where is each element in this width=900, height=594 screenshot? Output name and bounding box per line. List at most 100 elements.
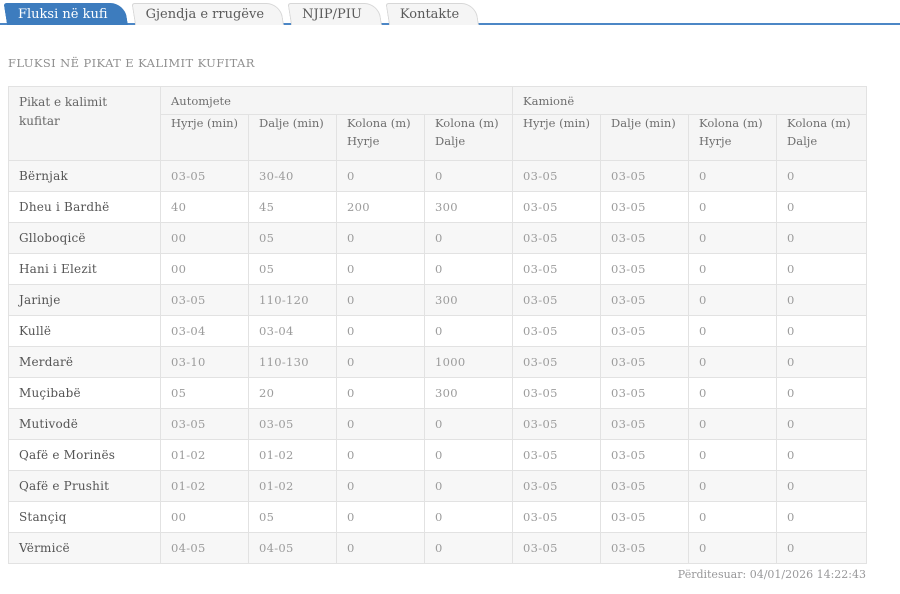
cell-kamione: 03-05	[512, 222, 602, 254]
col-header: Kolona (m) Dalje	[776, 114, 868, 161]
cell-automjete: 0	[336, 470, 425, 502]
table-row: Merdarë 03-10 110-130 0 1000 03-05 03-05 0 0	[8, 346, 868, 378]
page-title: FLUKSI NË PIKAT E KALIMIT KUFITAR	[8, 56, 255, 70]
corner-header: Pikat e kalimit kufitar	[8, 86, 161, 161]
table-row: Vërmicë 04-05 04-05 0 0 03-05 03-05 0 0	[8, 532, 868, 564]
table-row: Hani i Elezit 00 05 0 0 03-05 03-05 0 0	[8, 253, 868, 285]
col-header: Dalje (min)	[248, 114, 337, 161]
cell-automjete: 03-05	[160, 408, 249, 440]
cell-automjete: 05	[248, 222, 337, 254]
table-row: Qafë e Morinës 01-02 01-02 0 0 03-05 03-05 0 0	[8, 439, 868, 471]
cell-automjete: 300	[423, 377, 514, 409]
cell-automjete: 0	[423, 160, 514, 192]
cell-automjete: 05	[248, 501, 337, 533]
cell-kamione: 03-05	[512, 346, 602, 378]
cell-kamione: 03-05	[600, 470, 690, 502]
cell-automjete: 04-05	[248, 532, 337, 564]
row-label: Jarinje	[8, 284, 161, 316]
row-label: Kullë	[8, 315, 161, 347]
cell-kamione: 0	[776, 408, 868, 440]
cell-automjete: 300	[423, 191, 514, 223]
cell-kamione: 03-05	[512, 377, 602, 409]
cell-kamione: 0	[776, 222, 868, 254]
cell-kamione: 03-05	[600, 408, 690, 440]
cell-automjete: 04-05	[160, 532, 249, 564]
row-label: Glloboqicë	[8, 222, 161, 254]
col-header: Dalje (min)	[600, 114, 690, 161]
cell-kamione: 03-05	[600, 346, 690, 378]
cell-kamione: 0	[688, 439, 778, 471]
col-header: Kolona (m) Hyrje	[688, 114, 778, 161]
row-label: Dheu i Bardhë	[8, 191, 161, 223]
row-label: Hani i Elezit	[8, 253, 161, 285]
cell-automjete: 20	[248, 377, 337, 409]
row-label: Vërmicë	[8, 532, 161, 564]
tab-kontakte[interactable]: Kontakte	[389, 3, 479, 25]
table-body: Bërnjak 03-05 30-40 0 0 03-05 03-05 0 0 Dheu i Ba…	[8, 160, 868, 564]
cell-kamione: 0	[688, 346, 778, 378]
cell-kamione: 03-05	[600, 315, 690, 347]
group-header-kamione: Kamionë	[512, 86, 868, 115]
cell-kamione: 0	[688, 501, 778, 533]
cell-kamione: 03-05	[600, 253, 690, 285]
cell-automjete: 110-120	[248, 284, 337, 316]
cell-automjete: 0	[336, 408, 425, 440]
col-header: Kolona (m) Dalje	[423, 114, 514, 161]
cell-automjete: 05	[248, 253, 337, 285]
cell-automjete: 03-04	[248, 315, 337, 347]
table-row: Kullë 03-04 03-04 0 0 03-05 03-05 0 0	[8, 315, 868, 347]
cell-kamione: 0	[776, 315, 868, 347]
tab-label: Fluksi në kufi	[18, 7, 108, 22]
tab-fluksi-ne-kufi[interactable]: Fluksi në kufi	[7, 3, 128, 25]
tab-njip-piu[interactable]: NJIP/PIU	[291, 3, 382, 25]
border-flux-table: Pikat e kalimit kufitar Automjete Kamion…	[8, 86, 868, 564]
cell-automjete: 01-02	[160, 439, 249, 471]
cell-automjete: 0	[423, 222, 514, 254]
cell-automjete: 1000	[423, 346, 514, 378]
col-header: Kolona (m) Hyrje	[336, 114, 425, 161]
cell-kamione: 0	[776, 253, 868, 285]
cell-automjete: 0	[423, 501, 514, 533]
cell-automjete: 0	[423, 315, 514, 347]
cell-automjete: 0	[423, 439, 514, 471]
cell-kamione: 03-05	[600, 284, 690, 316]
cell-automjete: 03-05	[160, 160, 249, 192]
col-header: Hyrje (min)	[512, 114, 602, 161]
table-row: Muçibabë 05 20 0 300 03-05 03-05 0 0	[8, 377, 868, 409]
row-label: Stançiq	[8, 501, 161, 533]
cell-kamione: 03-05	[512, 191, 602, 223]
last-updated-text: Përditesuar: 04/01/2026 14:22:43	[677, 568, 866, 581]
cell-automjete: 0	[423, 470, 514, 502]
tab-gjendja-e-rrugeve[interactable]: Gjendja e rrugëve	[135, 3, 284, 25]
row-label: Mutivodë	[8, 408, 161, 440]
cell-automjete: 0	[423, 408, 514, 440]
cell-kamione: 0	[776, 191, 868, 223]
row-label: Merdarë	[8, 346, 161, 378]
cell-automjete: 0	[336, 160, 425, 192]
cell-automjete: 30-40	[248, 160, 337, 192]
cell-automjete: 0	[423, 532, 514, 564]
cell-kamione: 0	[688, 532, 778, 564]
cell-kamione: 03-05	[600, 191, 690, 223]
cell-automjete: 00	[160, 253, 249, 285]
table-row: Bërnjak 03-05 30-40 0 0 03-05 03-05 0 0	[8, 160, 868, 192]
cell-automjete: 05	[160, 377, 249, 409]
cell-automjete: 01-02	[160, 470, 249, 502]
sub-header-row: Hyrje (min) Dalje (min) Kolona (m) Hyrje…	[9, 114, 868, 161]
cell-automjete: 01-02	[248, 439, 337, 471]
cell-automjete: 0	[336, 439, 425, 471]
cell-kamione: 03-05	[600, 377, 690, 409]
cell-automjete: 0	[336, 253, 425, 285]
cell-automjete: 110-130	[248, 346, 337, 378]
cell-automjete: 300	[423, 284, 514, 316]
cell-kamione: 0	[776, 160, 868, 192]
cell-automjete: 200	[336, 191, 425, 223]
cell-automjete: 0	[336, 284, 425, 316]
cell-automjete: 0	[336, 501, 425, 533]
tab-label: NJIP/PIU	[302, 7, 362, 22]
cell-automjete: 0	[336, 346, 425, 378]
table-row: Jarinje 03-05 110-120 0 300 03-05 03-05 0 0	[8, 284, 868, 316]
cell-kamione: 03-05	[512, 470, 602, 502]
cell-automjete: 0	[336, 532, 425, 564]
row-label: Muçibabë	[8, 377, 161, 409]
